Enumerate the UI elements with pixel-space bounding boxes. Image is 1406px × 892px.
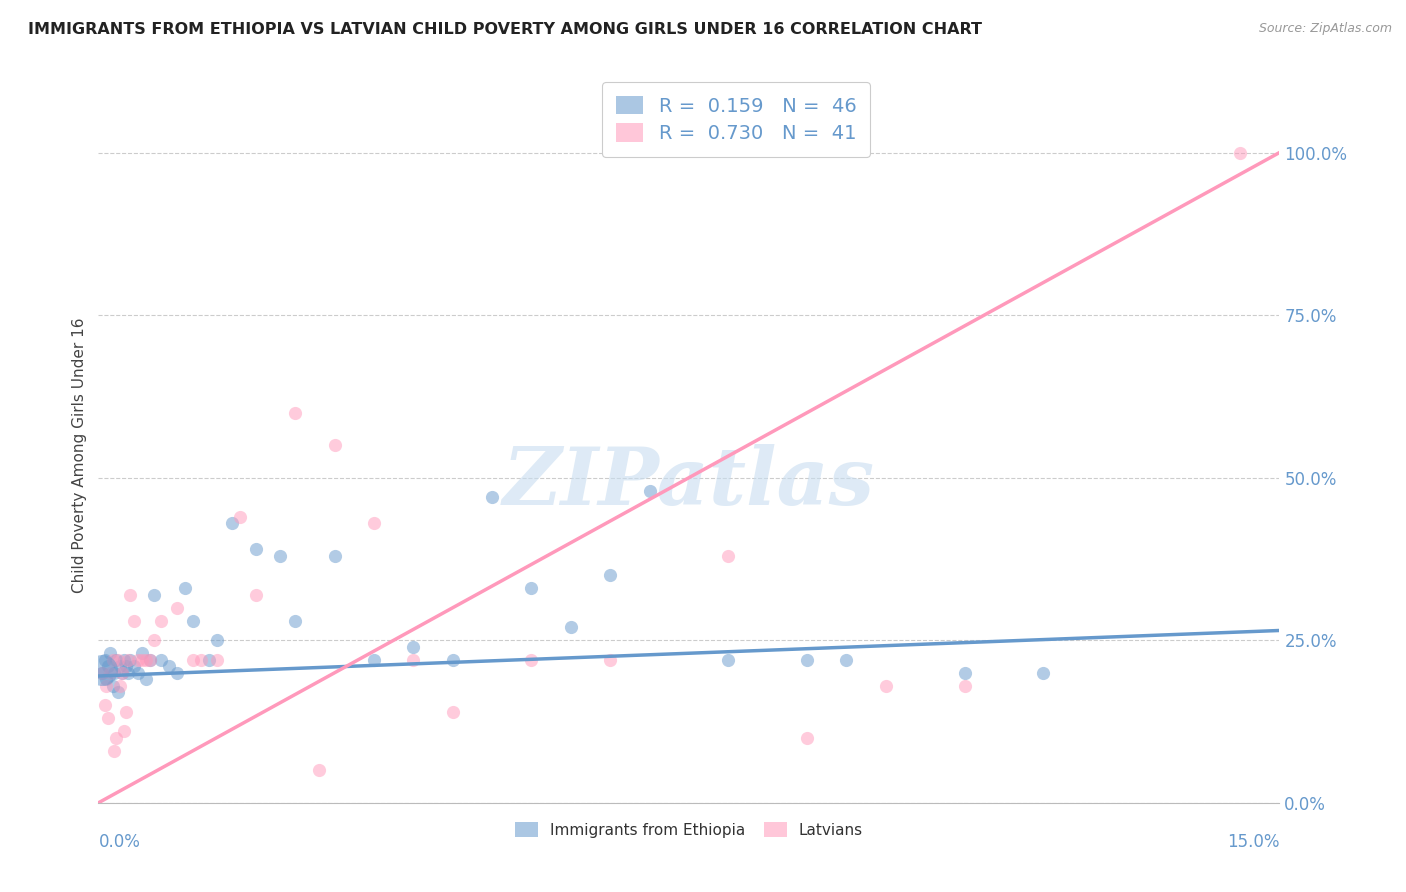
Point xyxy=(96,679,118,693)
Point xyxy=(142,588,165,602)
Point xyxy=(138,653,160,667)
Point xyxy=(205,653,228,667)
Point xyxy=(101,679,124,693)
Point xyxy=(150,653,173,667)
Point xyxy=(1032,665,1054,680)
Point xyxy=(363,516,385,531)
Point xyxy=(138,653,160,667)
Point xyxy=(796,731,818,745)
Point xyxy=(717,549,740,563)
Point xyxy=(97,711,120,725)
Point xyxy=(107,653,129,667)
Point xyxy=(157,659,180,673)
Point xyxy=(93,698,115,713)
Point xyxy=(103,665,125,680)
Text: ZIPatlas: ZIPatlas xyxy=(503,444,875,522)
Point xyxy=(599,653,621,667)
Point xyxy=(91,665,114,680)
Legend: Immigrants from Ethiopia, Latvians: Immigrants from Ethiopia, Latvians xyxy=(509,816,869,844)
Point xyxy=(110,659,132,673)
Point xyxy=(135,653,157,667)
Text: 15.0%: 15.0% xyxy=(1227,833,1279,851)
Point xyxy=(481,490,503,504)
Point xyxy=(717,653,740,667)
Point xyxy=(93,653,115,667)
Point xyxy=(269,549,291,563)
Point xyxy=(221,516,243,531)
Point xyxy=(190,653,212,667)
Point xyxy=(91,665,114,680)
Point xyxy=(402,640,425,654)
Point xyxy=(127,665,149,680)
Point xyxy=(131,646,153,660)
Point xyxy=(520,653,543,667)
Point xyxy=(205,633,228,648)
Point xyxy=(115,659,138,673)
Point xyxy=(122,614,145,628)
Point xyxy=(110,679,132,693)
Point xyxy=(560,620,582,634)
Point xyxy=(117,665,139,680)
Point xyxy=(1229,145,1251,160)
Point xyxy=(112,724,135,739)
Point xyxy=(953,679,976,693)
Point xyxy=(111,665,134,680)
Point xyxy=(441,705,464,719)
Point xyxy=(98,665,121,680)
Point xyxy=(284,614,307,628)
Point xyxy=(323,438,346,452)
Point xyxy=(111,665,134,680)
Point xyxy=(835,653,858,667)
Point xyxy=(131,653,153,667)
Point xyxy=(91,663,114,677)
Point xyxy=(402,653,425,667)
Point xyxy=(107,685,129,699)
Point xyxy=(97,659,120,673)
Point xyxy=(953,665,976,680)
Point xyxy=(229,509,252,524)
Point xyxy=(104,731,127,745)
Point xyxy=(101,653,124,667)
Point xyxy=(166,665,188,680)
Point xyxy=(174,581,197,595)
Text: IMMIGRANTS FROM ETHIOPIA VS LATVIAN CHILD POVERTY AMONG GIRLS UNDER 16 CORRELATI: IMMIGRANTS FROM ETHIOPIA VS LATVIAN CHIL… xyxy=(28,22,983,37)
Point xyxy=(323,549,346,563)
Point xyxy=(135,672,157,686)
Point xyxy=(142,633,165,648)
Point xyxy=(181,614,204,628)
Point xyxy=(197,653,219,667)
Point xyxy=(875,679,897,693)
Point xyxy=(520,581,543,595)
Point xyxy=(112,653,135,667)
Point xyxy=(245,542,267,557)
Point xyxy=(245,588,267,602)
Point xyxy=(363,653,385,667)
Point xyxy=(150,614,173,628)
Y-axis label: Child Poverty Among Girls Under 16: Child Poverty Among Girls Under 16 xyxy=(72,318,87,592)
Point xyxy=(284,406,307,420)
Point xyxy=(122,659,145,673)
Point xyxy=(166,600,188,615)
Point xyxy=(599,568,621,582)
Point xyxy=(796,653,818,667)
Text: 0.0%: 0.0% xyxy=(98,833,141,851)
Point xyxy=(181,653,204,667)
Point xyxy=(104,653,127,667)
Point xyxy=(127,653,149,667)
Text: Source: ZipAtlas.com: Source: ZipAtlas.com xyxy=(1258,22,1392,36)
Point xyxy=(441,653,464,667)
Point xyxy=(638,483,661,498)
Point xyxy=(115,705,138,719)
Point xyxy=(118,653,141,667)
Point xyxy=(118,588,141,602)
Point xyxy=(98,646,121,660)
Point xyxy=(117,653,139,667)
Point xyxy=(308,764,330,778)
Point xyxy=(96,672,118,686)
Point xyxy=(103,744,125,758)
